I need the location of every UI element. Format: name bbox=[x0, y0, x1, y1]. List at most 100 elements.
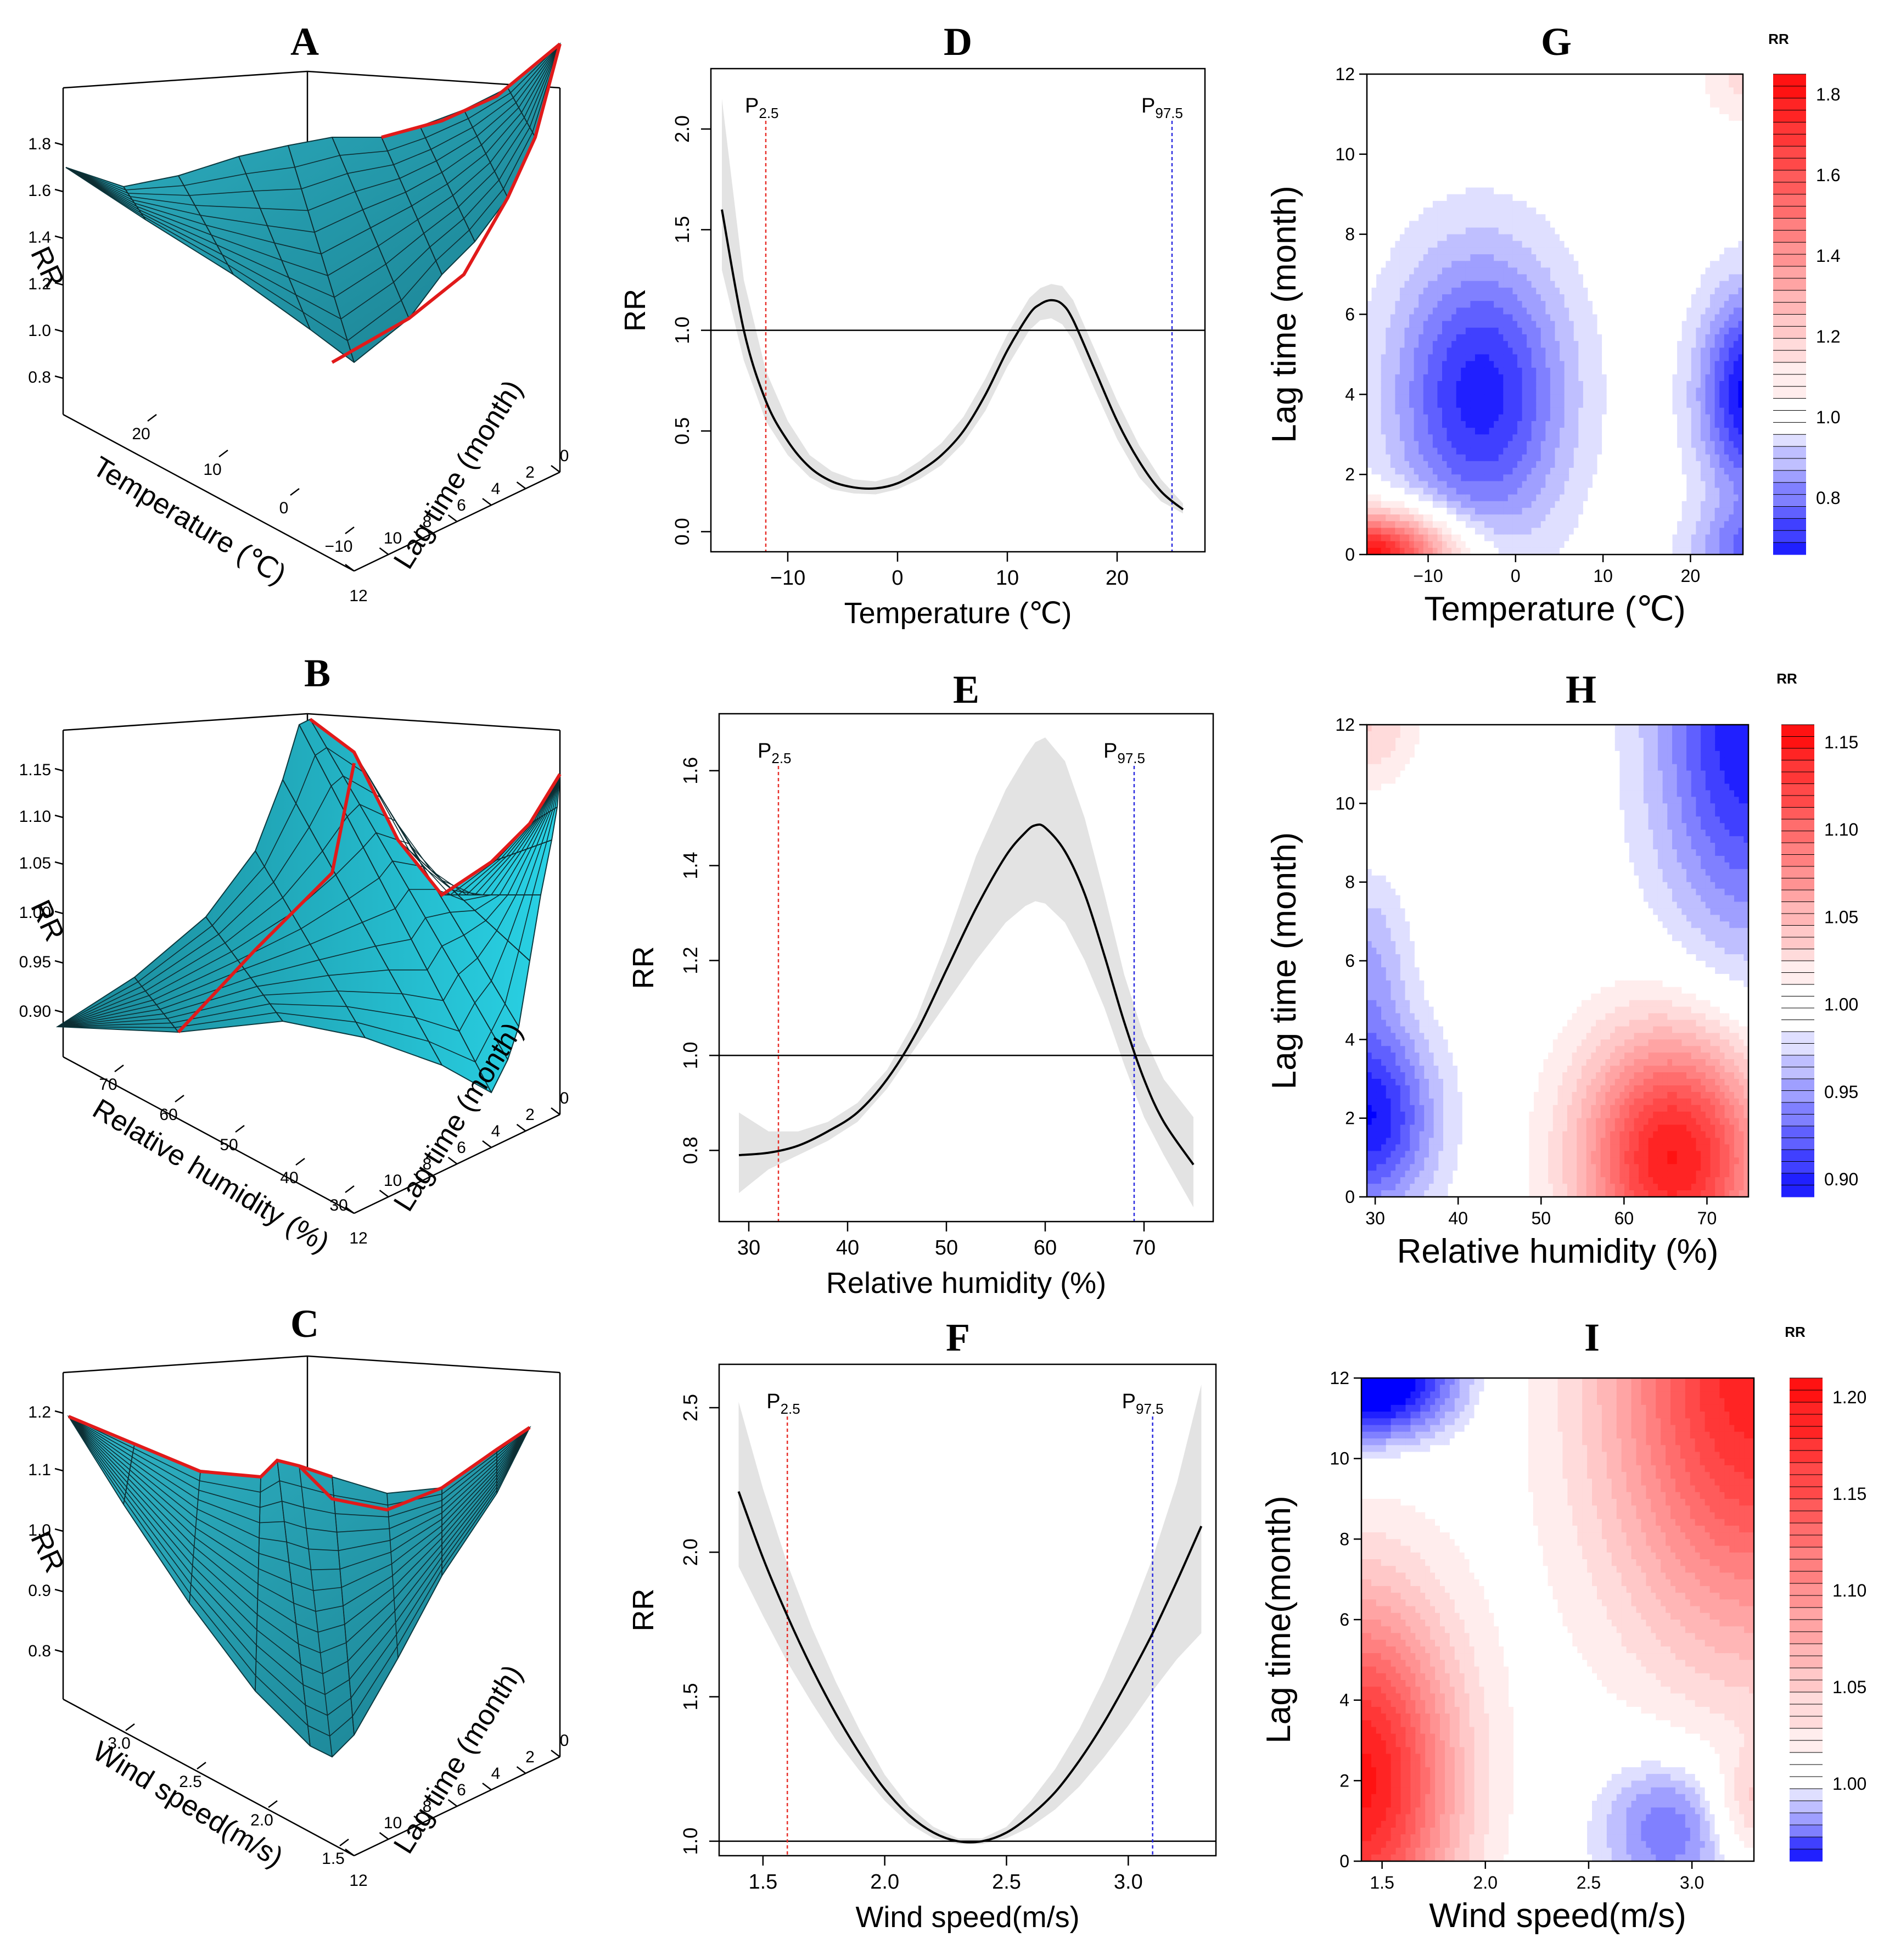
heatmap-cell bbox=[1527, 234, 1532, 242]
heatmap-cell bbox=[1428, 74, 1433, 81]
heatmap-cell bbox=[1470, 108, 1475, 115]
heatmap-cell bbox=[1447, 401, 1452, 408]
heatmap-cell bbox=[1499, 381, 1504, 388]
heatmap-cell bbox=[1437, 201, 1442, 208]
confidence-band bbox=[739, 1385, 1202, 1844]
heatmap-cell bbox=[1447, 241, 1452, 248]
heatmap-cell bbox=[1391, 348, 1395, 355]
heatmap-cell bbox=[1437, 307, 1442, 315]
heatmap-cell bbox=[1508, 408, 1513, 415]
heatmap-cell bbox=[1508, 535, 1513, 542]
heatmap-cell bbox=[1405, 221, 1410, 228]
heatmap-cell bbox=[1391, 488, 1395, 495]
heatmap-cell bbox=[1386, 415, 1391, 422]
heatmap-cell bbox=[1503, 241, 1508, 248]
heatmap-cell bbox=[1400, 248, 1405, 255]
heatmap-cell bbox=[1466, 234, 1471, 242]
heatmap-cell bbox=[1386, 261, 1391, 268]
heatmap-cell bbox=[1461, 328, 1466, 335]
heatmap-cell bbox=[1517, 481, 1522, 488]
heatmap-cell bbox=[1512, 228, 1517, 235]
heatmap-cell bbox=[1466, 275, 1471, 282]
heatmap-cell bbox=[1433, 368, 1438, 375]
heatmap-cell bbox=[1532, 208, 1537, 215]
panel-letter-C: C bbox=[290, 1302, 319, 1346]
heatmap-cell bbox=[1442, 194, 1447, 201]
heatmap-cell bbox=[1376, 241, 1381, 248]
figure-canvas: 0.81.01.21.41.61.8RR20100−10Temperature … bbox=[0, 0, 1895, 1960]
heatmap-cell bbox=[1386, 174, 1391, 181]
heatmap-cell bbox=[1419, 521, 1423, 528]
heatmap-cell bbox=[1527, 321, 1532, 328]
heatmap-cell bbox=[1405, 474, 1410, 481]
heatmap-cell bbox=[1499, 87, 1504, 94]
heatmap-cell bbox=[1532, 374, 1537, 382]
heatmap-cell bbox=[1386, 281, 1391, 288]
heatmap-cell bbox=[1522, 374, 1527, 382]
heatmap-cell bbox=[1451, 288, 1456, 295]
heatmap-cell bbox=[1423, 301, 1428, 308]
heatmap-cell bbox=[1470, 294, 1475, 301]
heatmap-cell bbox=[1409, 208, 1414, 215]
heatmap-cell bbox=[1437, 381, 1442, 388]
heatmap-cell bbox=[1470, 127, 1475, 135]
heatmap-cell bbox=[1409, 114, 1414, 121]
heatmap-cell bbox=[1517, 141, 1522, 148]
heatmap-cell bbox=[1532, 181, 1537, 188]
heatmap-cell bbox=[1512, 288, 1517, 295]
heatmap-cell bbox=[1437, 441, 1442, 448]
heatmap-cell bbox=[1367, 455, 1372, 462]
heatmap-cell bbox=[1489, 134, 1494, 141]
heatmap-cell bbox=[1372, 374, 1377, 382]
heatmap-cell bbox=[1409, 181, 1414, 188]
heatmap-cell bbox=[1508, 341, 1513, 348]
heatmap-cell bbox=[1409, 188, 1414, 195]
heatmap-cell bbox=[1447, 368, 1452, 375]
heatmap-cell bbox=[1386, 114, 1391, 121]
heatmap-cell bbox=[1381, 374, 1386, 382]
z-tick-label: 0.95 bbox=[19, 953, 51, 971]
heatmap-cell bbox=[1400, 488, 1405, 495]
heatmap-cell bbox=[1442, 535, 1447, 542]
heatmap-cell bbox=[1480, 101, 1485, 108]
heatmap-cell bbox=[1489, 267, 1494, 275]
heatmap-cell bbox=[1456, 315, 1461, 322]
z-tick-label: 1.1 bbox=[28, 1461, 51, 1479]
heatmap-cell bbox=[1451, 188, 1456, 195]
heatmap-cell bbox=[1508, 108, 1513, 115]
heatmap-cell bbox=[1499, 514, 1504, 522]
heatmap-cell bbox=[1395, 254, 1400, 261]
heatmap-cell bbox=[1527, 121, 1532, 128]
heatmap-cell bbox=[1494, 161, 1499, 168]
heatmap-cell bbox=[1480, 294, 1485, 301]
heatmap-cell bbox=[1414, 194, 1419, 201]
heatmap-cell bbox=[1517, 541, 1522, 548]
percentile-label-2.5: P2.5 bbox=[758, 740, 792, 766]
heatmap-cell bbox=[1522, 221, 1527, 228]
heatmap-cell bbox=[1512, 241, 1517, 248]
heatmap-cell bbox=[1423, 194, 1428, 201]
heatmap-cell bbox=[1522, 288, 1527, 295]
heatmap-cell bbox=[1409, 455, 1414, 462]
heatmap-cell bbox=[1437, 315, 1442, 322]
heatmap-cell bbox=[1451, 275, 1456, 282]
heatmap-cell bbox=[1414, 448, 1419, 455]
y-tick bbox=[517, 1767, 526, 1773]
heatmap-cell bbox=[1451, 341, 1456, 348]
heatmap-cell bbox=[1475, 141, 1480, 148]
heatmap-cell bbox=[1494, 434, 1499, 441]
heatmap-cell bbox=[1494, 354, 1499, 361]
heatmap-cell bbox=[1503, 141, 1508, 148]
heatmap-cell bbox=[1400, 461, 1405, 468]
heatmap-cell bbox=[1414, 101, 1419, 108]
z-tick-label: 1.10 bbox=[19, 808, 51, 826]
z-tick bbox=[55, 329, 63, 332]
z-tick bbox=[55, 815, 63, 817]
heatmap-cell bbox=[1372, 228, 1377, 235]
y-tick bbox=[517, 1124, 526, 1131]
heatmap-cell bbox=[1499, 294, 1504, 301]
heatmap-cell bbox=[1503, 334, 1508, 341]
heatmap-cell bbox=[1437, 361, 1442, 368]
heatmap-cell bbox=[1503, 321, 1508, 328]
heatmap-cell bbox=[1414, 288, 1419, 295]
